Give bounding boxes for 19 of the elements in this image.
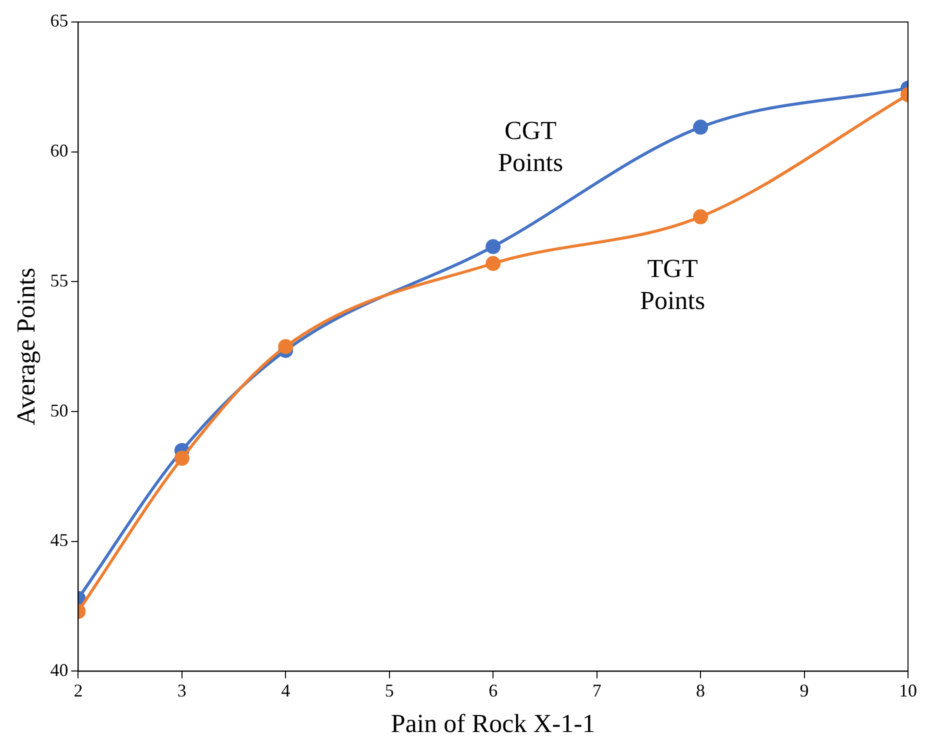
x-tick-label: 10 [899, 680, 917, 701]
y-tick-label: 45 [50, 530, 68, 550]
y-axis-title: Average Points [11, 268, 40, 426]
x-tick-label: 7 [592, 680, 602, 701]
series-label: TGT Points [640, 254, 706, 315]
y-tick-label: 60 [50, 140, 68, 161]
x-tick-label: 8 [696, 680, 706, 701]
y-tick-label: 55 [50, 270, 68, 290]
x-tick-label: 6 [488, 680, 498, 701]
x-tick-label: 2 [74, 680, 83, 701]
x-axis-title: Pain of Rock X-1-1 [390, 709, 596, 738]
x-tick-label: 5 [384, 680, 394, 701]
series-label: CGT Points [498, 116, 564, 178]
y-tick-label: 65 [50, 10, 68, 31]
y-tick-label: 40 [50, 660, 68, 680]
y-tick-label: 50 [50, 400, 68, 420]
x-tick-label: 3 [177, 680, 186, 701]
x-tick-label: 4 [281, 680, 290, 701]
x-tick-label: 9 [800, 680, 809, 701]
